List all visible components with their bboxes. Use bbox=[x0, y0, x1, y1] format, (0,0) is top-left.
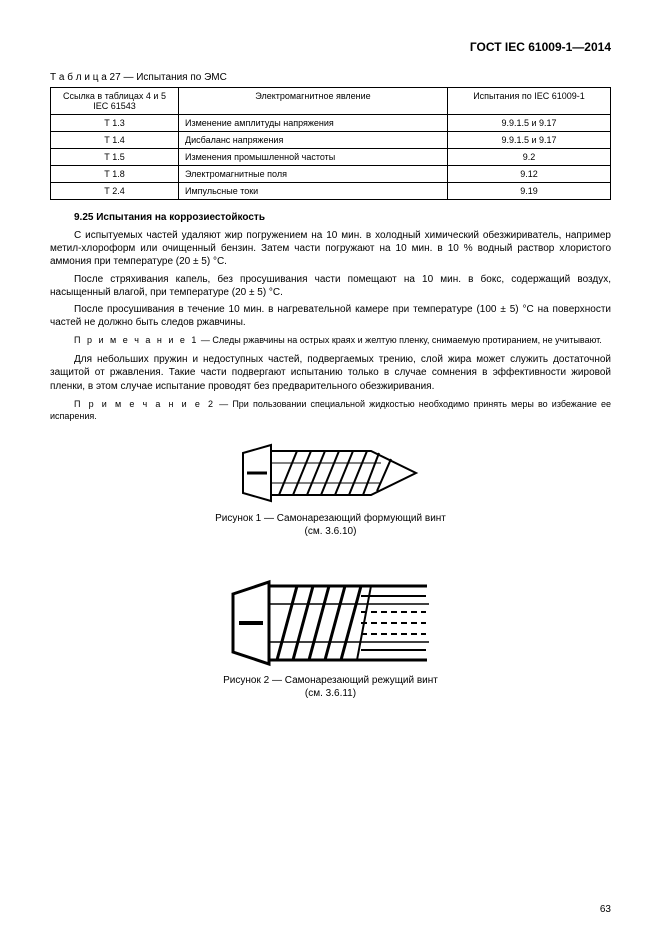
cell-test: 9.19 bbox=[448, 183, 611, 200]
cell-ref: Т 2.4 bbox=[51, 183, 179, 200]
screw-forming-icon bbox=[241, 441, 421, 506]
table-col-3-header: Испытания по IEC 61009-1 bbox=[448, 88, 611, 115]
table-row: Т 1.8 Электромагнитные поля 9.12 bbox=[51, 166, 611, 183]
table-row: Т 1.5 Изменения промышленной частоты 9.2 bbox=[51, 149, 611, 166]
table-27: Ссылка в таблицах 4 и 5 IEC 61543 Электр… bbox=[50, 87, 611, 200]
paragraph: Для небольших пружин и недоступных часте… bbox=[50, 353, 611, 393]
page: ГОСТ IEC 61009-1—2014 Т а б л и ц а 27 —… bbox=[0, 0, 661, 935]
cell-ref: Т 1.3 bbox=[51, 115, 179, 132]
cell-test: 9.9.1.5 и 9.17 bbox=[448, 115, 611, 132]
figure-2: Рисунок 2 — Самонарезающий режущий винт … bbox=[50, 578, 611, 700]
cell-ref: Т 1.4 bbox=[51, 132, 179, 149]
cell-phenomenon: Электромагнитные поля bbox=[179, 166, 448, 183]
figure-2-caption: Рисунок 2 — Самонарезающий режущий винт … bbox=[50, 674, 611, 700]
table-row: Т 1.4 Дисбаланс напряжения 9.9.1.5 и 9.1… bbox=[51, 132, 611, 149]
cell-test: 9.12 bbox=[448, 166, 611, 183]
screw-cutting-icon bbox=[231, 578, 431, 668]
document-id-header: ГОСТ IEC 61009-1—2014 bbox=[50, 40, 611, 54]
cell-ref: Т 1.8 bbox=[51, 166, 179, 183]
table-caption: Т а б л и ц а 27 — Испытания по ЭМС bbox=[50, 72, 611, 83]
figure-caption-line2: (см. 3.6.11) bbox=[305, 688, 356, 699]
table-col-2-header: Электромагнитное явление bbox=[179, 88, 448, 115]
paragraph: После стряхивания капель, без просушиван… bbox=[50, 273, 611, 299]
cell-phenomenon: Дисбаланс напряжения bbox=[179, 132, 448, 149]
figure-1: Рисунок 1 — Самонарезающий формующий вин… bbox=[50, 441, 611, 538]
figure-caption-line2: (см. 3.6.10) bbox=[305, 526, 357, 537]
cell-test: 9.2 bbox=[448, 149, 611, 166]
cell-ref: Т 1.5 bbox=[51, 149, 179, 166]
paragraph: После просушивания в течение 10 мин. в н… bbox=[50, 303, 611, 329]
note-text: — Следы ржавчины на острых краях и желту… bbox=[198, 335, 601, 345]
table-row: Т 2.4 Импульсные токи 9.19 bbox=[51, 183, 611, 200]
figure-caption-line1: Рисунок 2 — Самонарезающий режущий винт bbox=[223, 675, 438, 686]
page-number: 63 bbox=[600, 904, 611, 915]
cell-phenomenon: Импульсные токи bbox=[179, 183, 448, 200]
table-col-1-header: Ссылка в таблицах 4 и 5 IEC 61543 bbox=[51, 88, 179, 115]
cell-phenomenon: Изменение амплитуды напряжения bbox=[179, 115, 448, 132]
figure-1-caption: Рисунок 1 — Самонарезающий формующий вин… bbox=[50, 512, 611, 538]
note-label: П р и м е ч а н и е 2 bbox=[74, 399, 215, 409]
note-label: П р и м е ч а н и е 1 bbox=[74, 335, 198, 345]
table-caption-label: Т а б л и ц а 27 bbox=[50, 72, 121, 83]
table-caption-text: — Испытания по ЭМС bbox=[121, 72, 227, 83]
paragraph: С испытуемых частей удаляют жир погружен… bbox=[50, 229, 611, 269]
note-1: П р и м е ч а н и е 1 — Следы ржавчины н… bbox=[50, 335, 611, 347]
table-row: Т 1.3 Изменение амплитуды напряжения 9.9… bbox=[51, 115, 611, 132]
cell-phenomenon: Изменения промышленной частоты bbox=[179, 149, 448, 166]
cell-test: 9.9.1.5 и 9.17 bbox=[448, 132, 611, 149]
note-2: П р и м е ч а н и е 2 — При пользовании … bbox=[50, 399, 611, 423]
section-heading: 9.25 Испытания на коррозиестойкость bbox=[74, 212, 611, 223]
figure-caption-line1: Рисунок 1 — Самонарезающий формующий вин… bbox=[215, 513, 446, 524]
